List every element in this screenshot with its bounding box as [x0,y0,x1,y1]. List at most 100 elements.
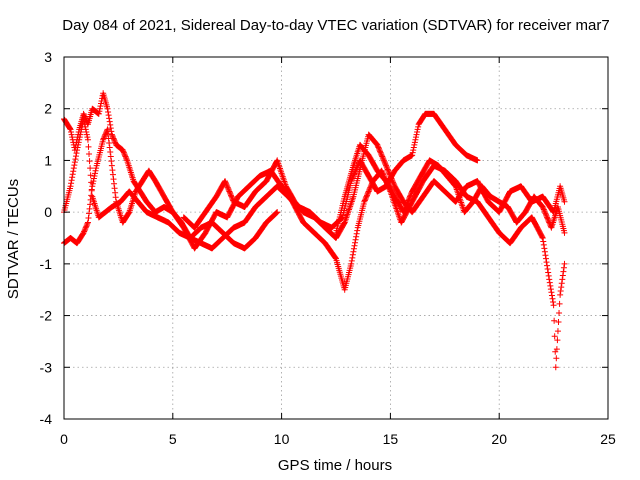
data-point [86,150,93,157]
data-point [66,125,73,132]
data-point [82,126,89,133]
data-point [545,216,552,223]
data-point [558,280,565,287]
data-point [540,238,547,245]
data-point [93,165,100,172]
data-point [76,136,83,143]
data-point [551,317,558,324]
data-point [384,165,391,172]
data-point [105,108,112,115]
data-point [68,131,75,138]
data-point [556,309,563,316]
data-point [376,147,383,154]
data-point [365,189,372,196]
data-point [120,149,127,156]
data-point [225,185,232,192]
data-point [71,162,78,169]
x-tick-label: 15 [383,431,399,447]
data-point [542,211,549,218]
series-arc-4 [180,131,568,241]
data-point [401,207,407,214]
data-point [121,152,128,159]
data-point [410,144,417,151]
data-point [542,252,549,259]
data-point [96,105,103,112]
data-point [107,121,114,128]
data-point [561,260,568,267]
data-point [362,196,369,203]
data-point [67,126,74,133]
data-point [561,229,568,236]
data-point [365,188,372,195]
data-point [87,201,94,208]
data-point [353,233,360,240]
data-point [549,295,556,302]
data-point [559,272,566,279]
data-point [80,110,87,117]
data-point [546,279,553,286]
y-tick-label: 2 [44,101,52,117]
data-point [106,115,113,122]
data-point [561,198,568,205]
data-point [104,126,111,133]
data-point [226,189,233,196]
x-tick-label: 5 [169,431,177,447]
data-point [97,100,104,107]
data-point [97,103,104,110]
data-point [550,298,557,305]
data-point [112,194,119,201]
data-point [354,227,361,234]
data-point [366,185,373,192]
y-axis-ticks: -4 -3 -2 -1 0 1 2 3 [40,49,608,427]
data-point [542,255,549,262]
data-point [364,192,371,199]
data-point [70,165,77,172]
data-point [74,147,81,154]
data-point [403,201,410,208]
data-point [92,170,99,177]
data-point [554,337,561,344]
data-point [81,228,88,235]
data-point [409,152,416,159]
data-point [547,282,554,289]
data-point [558,284,565,291]
x-tick-label: 25 [600,431,616,447]
data-point [377,149,384,156]
data-point [548,292,555,299]
data-point [81,121,88,128]
data-point [109,171,116,178]
data-point [82,123,89,130]
data-point [544,266,551,273]
y-axis-label: SDTVAR / TECUs [5,179,22,299]
data-point [385,169,392,176]
data-point [544,215,551,222]
plot-frame [63,56,609,420]
data-point [222,178,229,185]
data-point [386,170,393,177]
data-point [91,172,98,179]
data-point [77,131,84,138]
data-point [228,193,235,200]
data-point [83,128,90,135]
data-point [374,141,381,148]
data-point [539,233,546,240]
data-point [406,194,413,201]
data-point [225,187,232,194]
data-point [341,220,348,227]
data-point [105,130,112,137]
data-point [380,157,387,164]
data-point [375,144,382,151]
data-point [226,188,233,195]
data-point [552,364,559,371]
data-point [544,214,551,221]
data-point [92,167,99,174]
data-point [224,183,231,190]
data-point [540,241,547,248]
x-tick-label: 0 [60,431,68,447]
data-point [68,177,75,184]
data-point [85,143,92,150]
series-arc-2 [61,126,568,371]
series-arc-5 [333,141,568,236]
data-point [411,141,418,148]
data-point [545,272,552,279]
